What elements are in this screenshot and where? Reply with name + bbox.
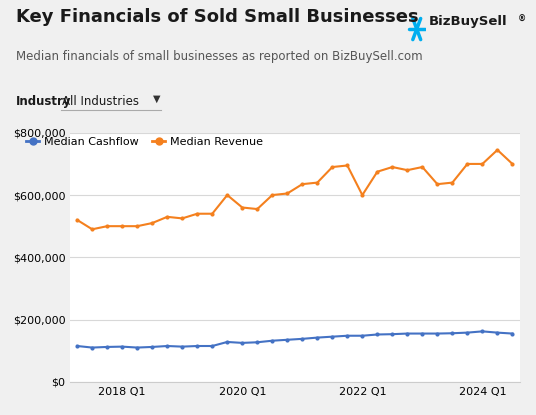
Text: Industry: Industry (16, 95, 72, 108)
Text: All Industries: All Industries (62, 95, 139, 108)
Text: Median financials of small businesses as reported on BizBuySell.com: Median financials of small businesses as… (16, 50, 423, 63)
Text: ®: ® (518, 15, 526, 24)
Legend: Median Cashflow, Median Revenue: Median Cashflow, Median Revenue (21, 132, 267, 151)
Text: Key Financials of Sold Small Businesses: Key Financials of Sold Small Businesses (16, 8, 419, 26)
Text: BizBuySell: BizBuySell (429, 15, 508, 27)
Text: ▼: ▼ (153, 93, 160, 103)
